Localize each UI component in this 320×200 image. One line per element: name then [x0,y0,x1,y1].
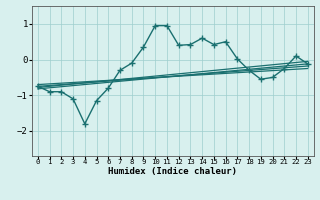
X-axis label: Humidex (Indice chaleur): Humidex (Indice chaleur) [108,167,237,176]
